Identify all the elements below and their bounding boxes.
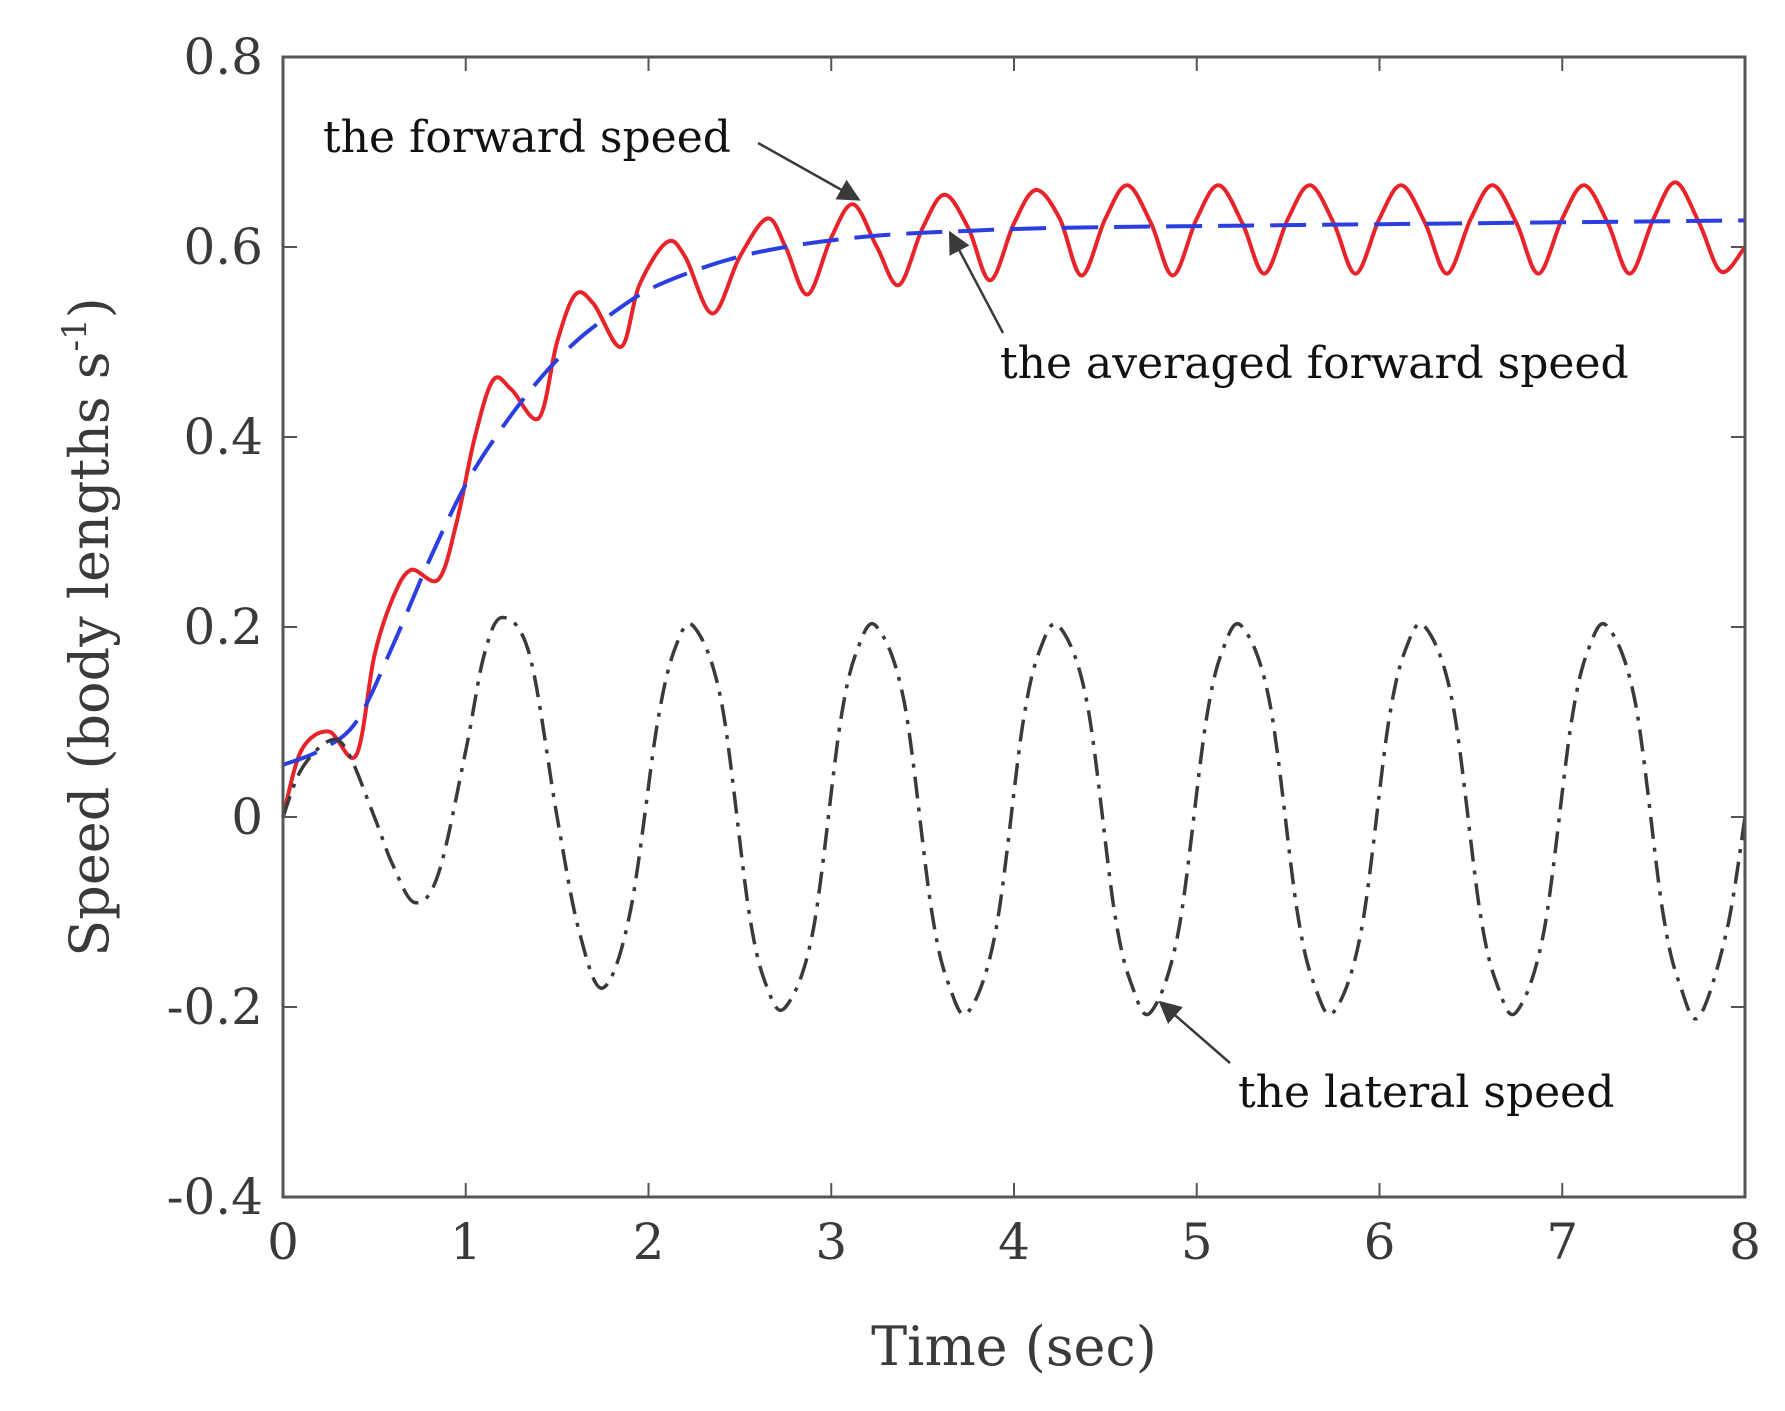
series-line-1 bbox=[281, 180, 1747, 818]
x-tick-label: 3 bbox=[815, 1213, 847, 1271]
y-tick-label: 0 bbox=[231, 788, 263, 846]
y-axis-label-close: ) bbox=[58, 297, 121, 318]
y-tick-label: 0.2 bbox=[183, 598, 263, 656]
x-tick-label: 5 bbox=[1181, 1213, 1213, 1271]
annotation-forward-speed: the forward speed bbox=[323, 112, 731, 163]
y-tick-label: -0.4 bbox=[167, 1168, 263, 1226]
series-line-2 bbox=[282, 218, 1746, 767]
annotation-lateral-speed-arrow bbox=[1158, 1000, 1231, 1064]
y-tick-label: 0.6 bbox=[183, 218, 263, 276]
x-axis-label: Time (sec) bbox=[871, 1315, 1157, 1378]
annotation-forward-speed-arrow bbox=[757, 141, 861, 201]
plot-frame bbox=[281, 55, 1747, 1199]
annotation-lateral-speed: the lateral speed bbox=[1238, 1067, 1614, 1118]
x-tick-label: 2 bbox=[633, 1213, 665, 1271]
x-tick-label: 0 bbox=[267, 1213, 299, 1271]
y-axis-label: Speed (body lengths s-1) bbox=[55, 297, 121, 956]
y-tick-label: 0.8 bbox=[183, 28, 263, 86]
x-tick-label: 8 bbox=[1729, 1213, 1761, 1271]
series-line-3 bbox=[281, 615, 1747, 1021]
x-tick-label: 4 bbox=[998, 1213, 1030, 1271]
annotation-averaged-forward-speed-arrow bbox=[948, 230, 1005, 334]
y-tick-label: -0.2 bbox=[167, 978, 263, 1036]
annotation-averaged-forward-speed: the averaged forward speed bbox=[1000, 338, 1629, 389]
series-layer bbox=[281, 180, 1747, 1021]
y-axis-label-superscript: -1 bbox=[55, 318, 95, 351]
x-tick-label: 6 bbox=[1364, 1213, 1396, 1271]
y-tick-label: 0.4 bbox=[183, 408, 263, 466]
tick-layer: 0 1 2 3 4 5 6 7 8 -0.4 -0.2 0 0.2 0.4 0.6 0.8 bbox=[167, 28, 1761, 1271]
annotation-layer: the forward speed the averaged forward sp… bbox=[323, 112, 1629, 1118]
x-tick-label: 1 bbox=[450, 1213, 482, 1271]
x-tick-label: 7 bbox=[1546, 1213, 1578, 1271]
y-axis-label-main: Speed (body lengths s bbox=[58, 351, 121, 956]
